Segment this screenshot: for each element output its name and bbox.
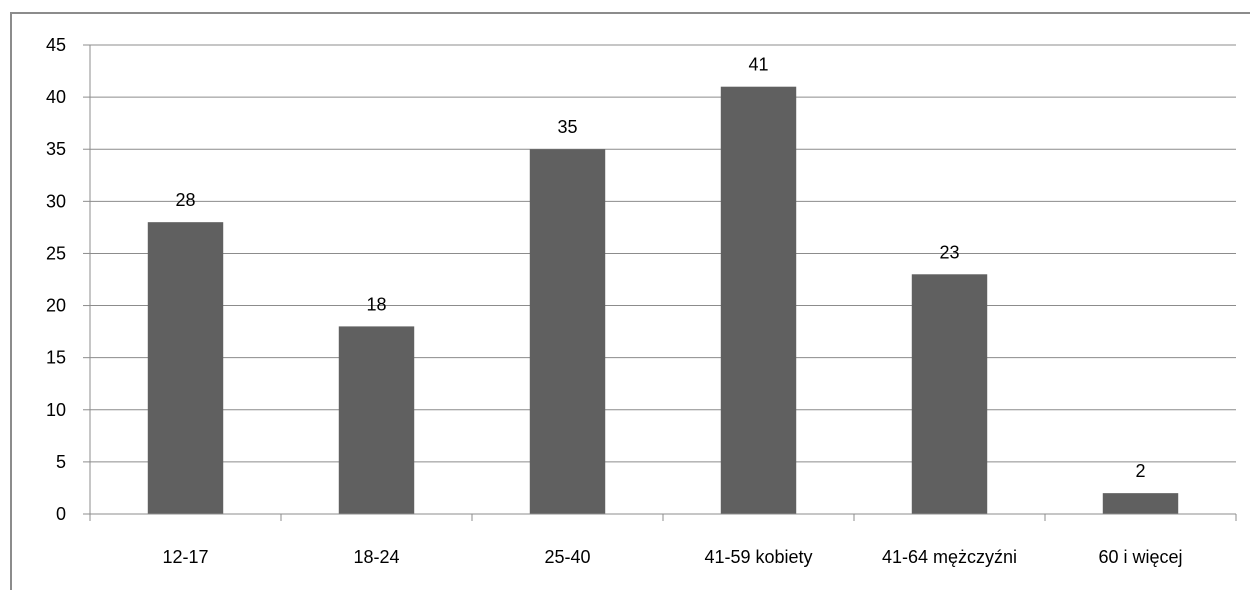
bar-4 <box>911 274 988 514</box>
gridlines <box>90 44 1236 463</box>
y-tick-label: 20 <box>46 296 66 316</box>
y-tick-label: 40 <box>46 87 66 107</box>
bar-3 <box>720 86 797 514</box>
data-label-5: 2 <box>1135 461 1145 481</box>
data-label-0: 28 <box>175 190 195 210</box>
y-tick-label: 5 <box>56 452 66 472</box>
y-tick-label: 0 <box>56 504 66 524</box>
y-tick-label: 30 <box>46 191 66 211</box>
bar-5 <box>1102 493 1179 514</box>
bar-1 <box>338 326 415 514</box>
bar-0 <box>147 222 224 514</box>
data-label-2: 35 <box>557 117 577 137</box>
bars <box>147 86 1179 514</box>
category-label-4: 41-64 mężczyźni <box>882 547 1017 567</box>
y-tick-label: 45 <box>46 35 66 55</box>
labels: 0 5 10 15 20 25 30 35 40 45 28 12-17 18 18-24 35 25-40 4… <box>46 35 1183 567</box>
y-tick-label: 10 <box>46 400 66 420</box>
y-tick-label: 25 <box>46 243 66 263</box>
category-label-5: 60 i więcej <box>1098 547 1182 567</box>
category-label-3: 41-59 kobiety <box>704 547 812 567</box>
bar-2 <box>529 149 606 514</box>
data-label-3: 41 <box>748 55 768 75</box>
data-label-4: 23 <box>939 242 959 262</box>
data-label-1: 18 <box>366 294 386 314</box>
category-label-2: 25-40 <box>544 547 590 567</box>
axes <box>83 44 1237 521</box>
chart-frame <box>10 12 1250 590</box>
category-label-1: 18-24 <box>353 547 399 567</box>
y-tick-label: 15 <box>46 348 66 368</box>
category-label-0: 12-17 <box>162 547 208 567</box>
y-tick-label: 35 <box>46 139 66 159</box>
